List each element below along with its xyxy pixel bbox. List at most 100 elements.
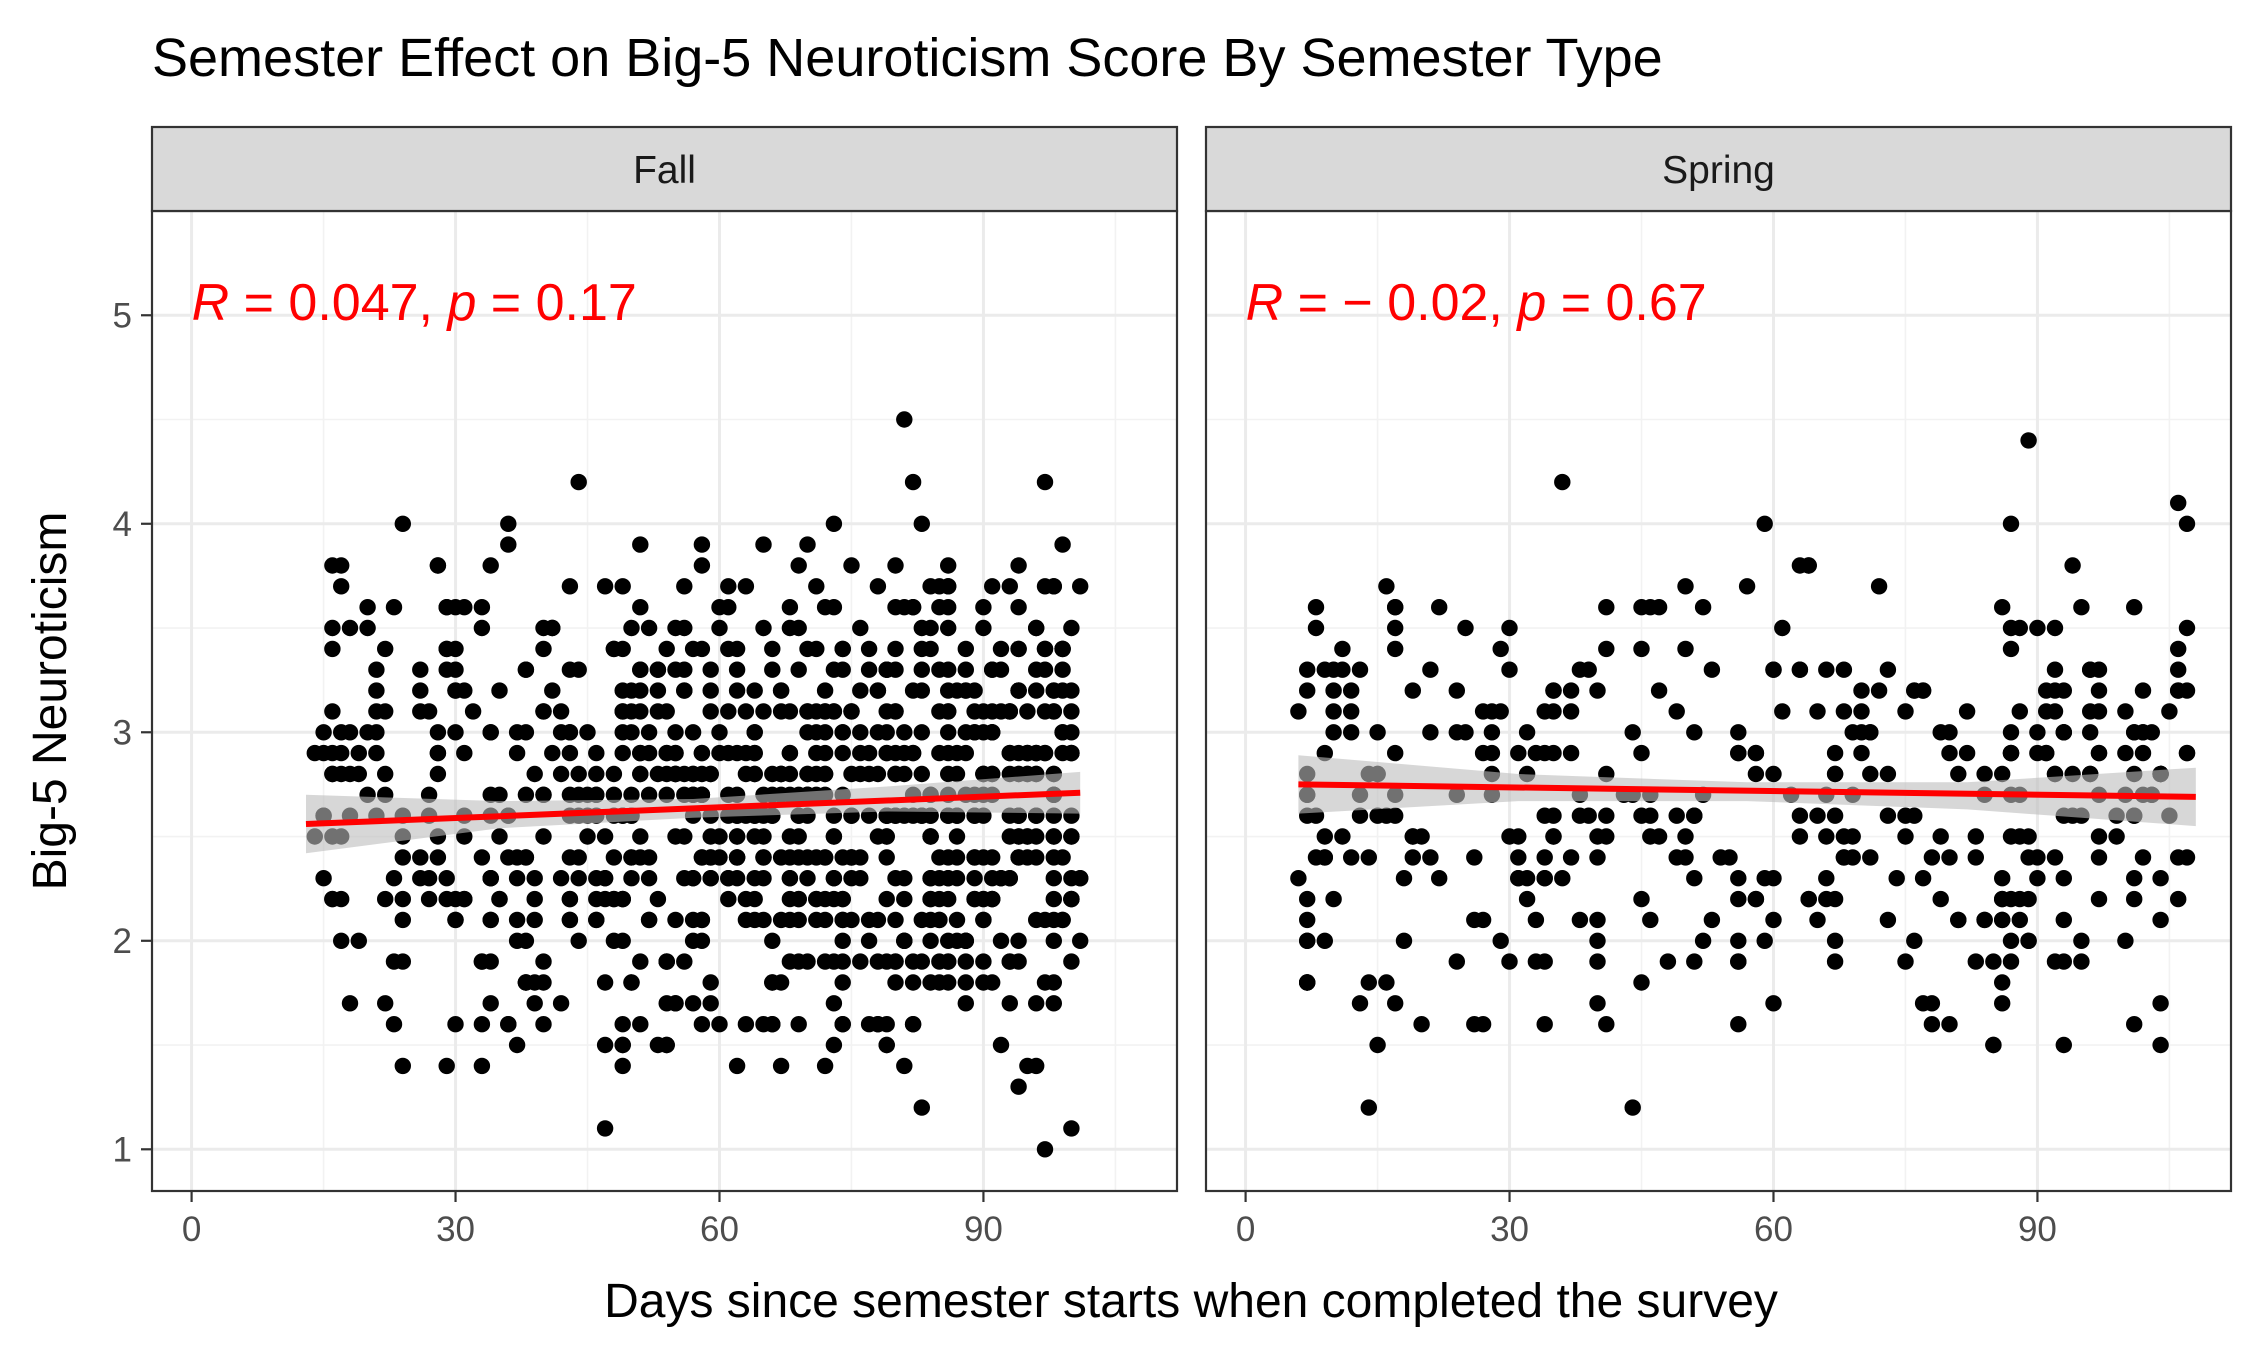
data-point [1642, 828, 1659, 845]
data-point [2117, 932, 2134, 949]
data-point [737, 703, 755, 720]
data-point [632, 682, 649, 699]
data-point [764, 640, 781, 658]
data-point [341, 619, 359, 637]
data-point [684, 995, 702, 1012]
data-point [1307, 599, 1325, 616]
data-point [632, 744, 649, 762]
data-point [992, 640, 1010, 658]
data-point [1072, 578, 1089, 595]
data-point [1853, 724, 1870, 741]
data-point [984, 578, 1001, 595]
data-point [535, 828, 552, 845]
data-point [1703, 911, 1721, 929]
data-point [746, 870, 763, 887]
data-point [878, 849, 895, 866]
x-tick-label: 30 [436, 1210, 475, 1249]
data-point [429, 724, 447, 741]
data-point [1299, 974, 1316, 991]
data-point [1492, 640, 1509, 658]
data-point [350, 932, 367, 949]
data-point [834, 932, 851, 949]
data-point [412, 703, 429, 720]
data-point [957, 932, 974, 949]
data-point [1747, 744, 1765, 762]
data-point [1906, 932, 1923, 949]
data-point [1994, 995, 2011, 1012]
data-point [1853, 744, 1870, 762]
data-point [931, 661, 948, 678]
data-point [975, 974, 992, 991]
data-point [1870, 578, 1888, 595]
data-point [491, 682, 508, 699]
data-point [1351, 995, 1369, 1012]
data-point [667, 724, 684, 741]
data-point [1063, 890, 1080, 908]
data-point [649, 703, 667, 720]
data-point [1290, 870, 1307, 887]
data-point [588, 744, 605, 762]
data-point [1642, 911, 1659, 929]
data-point [975, 724, 992, 741]
data-point [1360, 974, 1378, 991]
data-point [561, 661, 579, 678]
data-point [649, 890, 667, 908]
stat-p-label: p [1515, 274, 1546, 332]
data-point [887, 974, 904, 991]
data-point [1492, 932, 1509, 949]
data-point [1791, 828, 1809, 845]
data-point [552, 995, 570, 1012]
data-point [482, 786, 499, 803]
data-point [992, 870, 1010, 887]
data-point [1325, 724, 1342, 741]
data-point [1906, 807, 1923, 824]
data-point [878, 744, 895, 762]
data-point [702, 870, 719, 887]
data-point [975, 599, 992, 616]
data-point [825, 515, 843, 532]
data-point [1694, 932, 1712, 949]
data-point [913, 724, 930, 741]
data-point [693, 1015, 711, 1033]
data-point [1756, 515, 1773, 532]
data-point [1686, 807, 1703, 824]
data-point [1387, 744, 1404, 762]
data-point [324, 557, 341, 574]
data-point [640, 786, 658, 803]
data-point [896, 932, 913, 949]
data-point [2038, 682, 2055, 699]
data-point [860, 640, 878, 658]
data-point [755, 849, 772, 866]
data-point [940, 619, 957, 637]
data-point [1343, 682, 1360, 699]
data-point [1351, 661, 1369, 678]
data-point [1967, 849, 1985, 866]
facet-panel-spring: Spring R = − 0.02, p = 0.67 0 30 60 90 [1204, 125, 2233, 1249]
data-point [693, 557, 711, 574]
data-point [1063, 619, 1080, 637]
data-point [324, 640, 341, 658]
data-point [438, 1057, 455, 1075]
data-point [1307, 619, 1325, 637]
data-point [825, 953, 843, 970]
data-point [1334, 640, 1351, 658]
data-point [922, 911, 939, 929]
data-point [412, 682, 429, 699]
data-point [614, 703, 631, 720]
data-point [1536, 849, 1553, 866]
data-point [1527, 911, 1545, 929]
stat-p-value: = 0.67 [1546, 274, 1706, 332]
data-point [2090, 828, 2108, 845]
data-point [526, 995, 543, 1012]
data-point [2002, 932, 2020, 949]
data-point [1343, 703, 1360, 720]
data-point [1054, 536, 1071, 553]
data-point [1562, 682, 1580, 699]
data-point [1036, 578, 1054, 595]
data-point [1010, 599, 1027, 616]
data-point [816, 849, 834, 866]
data-point [772, 765, 790, 783]
data-point [1299, 661, 1316, 678]
data-point [2170, 640, 2187, 658]
data-point [790, 661, 807, 678]
